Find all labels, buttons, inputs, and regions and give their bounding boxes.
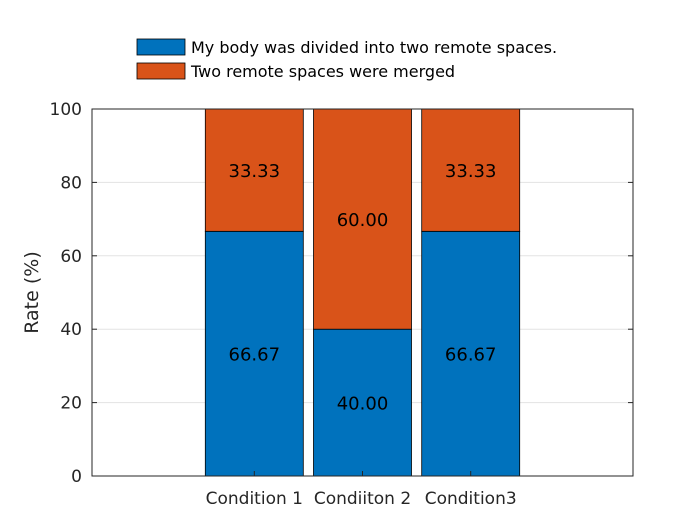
bar-segment: [204, 230, 304, 477]
bar-value-label: 66.67: [229, 345, 281, 366]
legend-entry-label: Two remote spaces were merged: [190, 62, 455, 81]
y-tick-label: 80: [60, 173, 82, 193]
bar-segment: [421, 108, 521, 232]
x-tick-label: Condiiton 2: [314, 489, 411, 509]
bar-segment: [421, 230, 521, 477]
y-tick-label: 40: [60, 320, 82, 340]
bar-segment: [204, 108, 304, 232]
legend: My body was divided into two remote spac…: [136, 38, 557, 81]
bar-value-label: 33.33: [445, 161, 497, 182]
bars: [204, 108, 521, 477]
ticks: Condition 1 Condiiton 2 Condition3 0 20 40 60 8…: [50, 100, 633, 509]
y-tick-label: 20: [60, 394, 82, 414]
x-tick-label: Condition3: [425, 489, 517, 509]
bar-value-label: 66.67: [445, 345, 497, 366]
x-tick-label: Condition 1: [206, 489, 303, 509]
bar-segment: [313, 328, 412, 477]
legend-swatch: [136, 38, 186, 56]
bar-segment: [313, 108, 412, 330]
bar-value-label: 40.00: [337, 394, 389, 415]
legend-entry-label: My body was divided into two remote spac…: [191, 38, 557, 57]
data-labels: 66.67 33.33 40.00 60.00 66.67 33.33: [229, 161, 497, 414]
y-tick-label: 100: [50, 100, 82, 120]
bar-value-label: 33.33: [229, 161, 281, 182]
legend-swatch: [136, 62, 186, 80]
y-axis-label: Rate (%): [21, 251, 43, 334]
bar-value-label: 60.00: [337, 210, 389, 231]
y-tick-label: 60: [60, 247, 82, 267]
y-tick-label: 0: [71, 467, 82, 487]
